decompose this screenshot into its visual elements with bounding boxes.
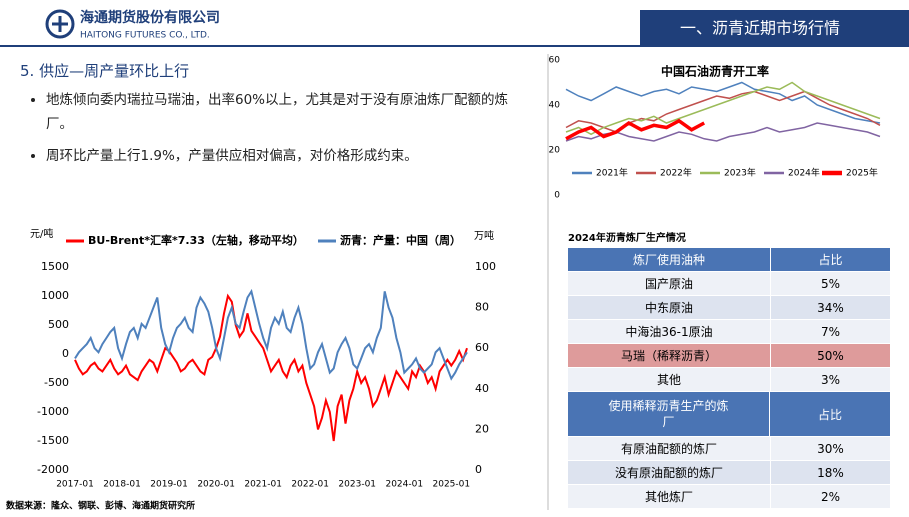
series-line xyxy=(565,122,881,142)
y2-tick-label: 100 xyxy=(475,260,496,273)
table-row: 其他 3% xyxy=(568,368,890,392)
y-tick-label: 1500 xyxy=(41,260,69,273)
series-line xyxy=(565,118,706,141)
table-cell: 有原油配额的炼厂 xyxy=(568,437,771,460)
table-cell: 中海油36-1原油 xyxy=(568,320,771,343)
y2-tick-label: 40 xyxy=(475,382,489,395)
table-row: 炼厂使用油种 占比 xyxy=(568,248,890,272)
legend-label: 2022年 xyxy=(660,167,692,179)
source: 数据来源：隆众、钢联、彭博、海通期货研究所 xyxy=(6,500,195,512)
x-tick-label: 2019-01 xyxy=(150,480,188,490)
company: 海通期货股份有限公司 xyxy=(80,9,220,26)
table-cell: 马瑞（稀释沥青） xyxy=(568,344,771,367)
logo xyxy=(45,9,75,39)
x-tick-label: 2018-01 xyxy=(103,480,141,490)
series-line xyxy=(74,293,468,442)
y-tick-label: 40 xyxy=(549,101,561,111)
x-tick-label: 2017-01 xyxy=(56,480,94,490)
x-tick-label: 2021-01 xyxy=(244,480,282,490)
table-cell: 2% xyxy=(820,489,841,504)
table-row: 中东原油 34% xyxy=(568,296,890,320)
series-line xyxy=(74,288,468,381)
y-tick-label: -500 xyxy=(44,376,69,389)
y2-unit: 万吨 xyxy=(474,229,494,242)
y2-tick-label: 60 xyxy=(475,341,489,354)
x-tick-label: 2024-01 xyxy=(385,480,423,490)
table-row: 国产原油 5% xyxy=(568,272,890,296)
y-tick-label: -1500 xyxy=(37,434,69,447)
table-cell: 3% xyxy=(820,372,841,387)
x-tick-label: 2020-01 xyxy=(197,480,235,490)
y-tick-label: -2000 xyxy=(37,463,69,476)
section-title: 一、沥青近期市场行情 xyxy=(680,19,840,38)
bullet: 周环比产量上行1.9%，产量供应相对偏高，对价格形成约束。 xyxy=(46,144,516,168)
series-line xyxy=(565,81,881,124)
table-cell: 占比 xyxy=(818,253,843,267)
y2-tick-label: 80 xyxy=(475,301,489,314)
table-cell: 占比 xyxy=(817,407,842,422)
table-row: 中海油36-1原油 7% xyxy=(568,320,890,344)
table-row: 马瑞（稀释沥青） 50% xyxy=(568,344,890,368)
y-tick-label: 20 xyxy=(549,146,561,156)
y-tick-label: 1000 xyxy=(41,289,69,302)
table-cell: 5% xyxy=(820,276,841,291)
y-tick-label: 500 xyxy=(48,318,69,331)
x-tick-label: 2025-01 xyxy=(433,480,471,490)
table-cell: 50% xyxy=(817,348,844,363)
table-cell: 其他 xyxy=(568,368,771,391)
table-row: 其他炼厂 2% xyxy=(568,485,890,509)
table-cell: 18% xyxy=(817,465,844,480)
section-bar xyxy=(640,10,909,46)
legend-label: 2024年 xyxy=(788,167,820,179)
y-unit: 元/吨 xyxy=(30,227,53,240)
y-tick-label: 60 xyxy=(549,56,561,66)
y-tick-label: 0 xyxy=(62,347,69,360)
table-cell: 34% xyxy=(817,300,844,315)
table-cell: 7% xyxy=(820,324,841,339)
legend-label: 2025年 xyxy=(846,167,878,179)
table-cell: 没有原油配额的炼厂 xyxy=(568,461,771,484)
y2-tick-label: 0 xyxy=(475,463,482,476)
bullet: 地炼倾向委内瑞拉马瑞油，出率60%以上，尤其是对于没有原油炼厂配额的炼厂。 xyxy=(46,88,516,136)
table-cell: 其他炼厂 xyxy=(568,485,771,508)
y2-tick-label: 20 xyxy=(475,422,489,435)
legend-label: BU-Brent*汇率*7.33（左轴，移动平均） xyxy=(88,233,304,247)
table-cell: 国产原油 xyxy=(568,272,771,295)
table-row: 使用稀释沥青生产的炼厂 占比 xyxy=(568,392,890,437)
company-en: HAITONG FUTURES CO., LTD. xyxy=(80,31,210,41)
table-caption: 2024年沥青炼厂生产情况 xyxy=(568,231,686,244)
x-tick-label: 2023-01 xyxy=(338,480,376,490)
legend-label: 2021年 xyxy=(596,167,628,179)
table-row: 有原油配额的炼厂 30% xyxy=(568,437,890,461)
table-row: 没有原油配额的炼厂 18% xyxy=(568,461,890,485)
chart-title: 中国石油沥青开工率 xyxy=(661,64,769,79)
legend-label: 沥青：产量：中国（周） xyxy=(340,233,461,247)
bullets: 地炼倾向委内瑞拉马瑞油，出率60%以上，尤其是对于没有原油炼厂配额的炼厂。 周环… xyxy=(28,88,516,176)
logo-mark xyxy=(52,16,68,32)
series-line xyxy=(565,81,881,136)
table: 炼厂使用油种 占比 国产原油 5% 中东原油 34% 中海油36-1原油 7% 马瑞（稀释沥青）… xyxy=(568,248,890,509)
table-cell: 使用稀释沥青生产的炼厂 xyxy=(568,392,770,436)
table-cell: 30% xyxy=(817,441,844,456)
table-cell: 中东原油 xyxy=(568,296,771,319)
table-cell: 炼厂使用油种 xyxy=(568,248,771,271)
y-tick-label: 0 xyxy=(554,191,560,201)
x-tick-label: 2022-01 xyxy=(291,480,329,490)
heading: 5. 供应—周产量环比上行 xyxy=(20,62,190,80)
legend-label: 2023年 xyxy=(724,167,756,179)
y-tick-label: -1000 xyxy=(37,405,69,418)
